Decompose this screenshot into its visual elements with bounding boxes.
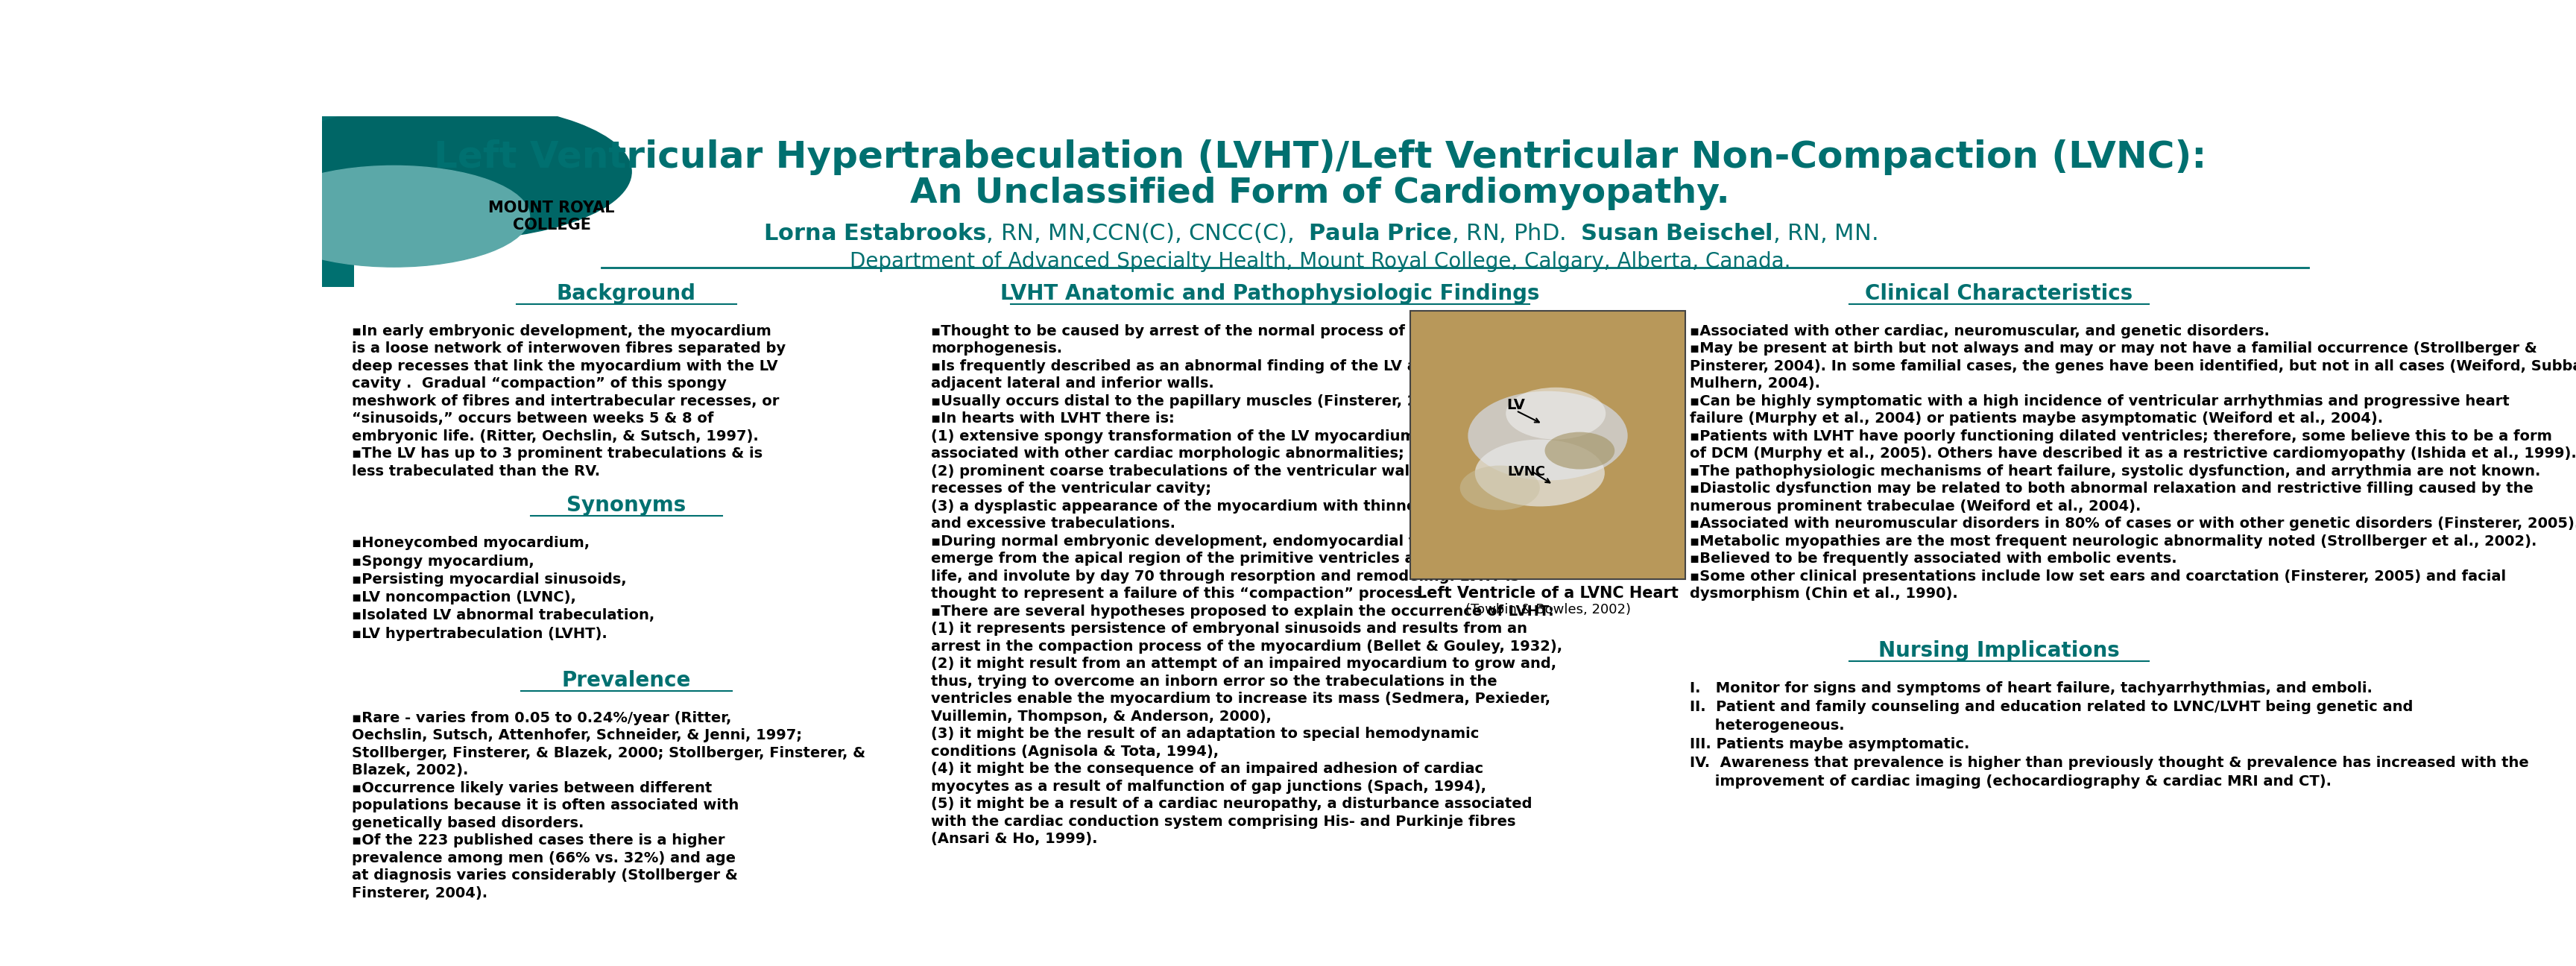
Text: Prevalence: Prevalence (562, 670, 690, 691)
Text: An Unclassified Form of Cardiomyopathy.: An Unclassified Form of Cardiomyopathy. (909, 177, 1731, 211)
Text: MOUNT ROYAL
COLLEGE: MOUNT ROYAL COLLEGE (489, 200, 616, 233)
Text: Synonyms: Synonyms (567, 496, 685, 516)
Text: ▪Associated with other cardiac, neuromuscular, and genetic disorders.
▪May be pr: ▪Associated with other cardiac, neuromus… (1690, 325, 2576, 601)
Text: (Towbin & Bowles, 2002): (Towbin & Bowles, 2002) (1466, 603, 1631, 616)
Ellipse shape (1546, 432, 1615, 469)
Text: I.   Monitor for signs and symptoms of heart failure, tachyarrhythmias, and embo: I. Monitor for signs and symptoms of hea… (1690, 681, 2530, 788)
Text: Department of Advanced Specialty Health, Mount Royal College, Calgary, Alberta, : Department of Advanced Specialty Health,… (850, 251, 1790, 272)
Text: $\bf{Lorna\ Estabrooks}$, RN, MN,CCN(C), CNCC(C),  $\bf{Paula\ Price}$, RN, PhD.: $\bf{Lorna\ Estabrooks}$, RN, MN,CCN(C),… (762, 221, 1878, 244)
FancyBboxPatch shape (322, 116, 353, 287)
Text: Nursing Implications: Nursing Implications (1878, 640, 2120, 661)
Text: ▪Honeycombed myocardium,
▪Spongy myocardium,
▪Persisting myocardial sinusoids,
▪: ▪Honeycombed myocardium, ▪Spongy myocard… (353, 536, 654, 640)
Text: LVNC: LVNC (1507, 465, 1546, 478)
Text: Clinical Characteristics: Clinical Characteristics (1865, 283, 2133, 304)
Text: ▪Rare - varies from 0.05 to 0.24%/year (Ritter,
Oechslin, Sutsch, Attenhofer, Sc: ▪Rare - varies from 0.05 to 0.24%/year (… (353, 711, 866, 900)
Ellipse shape (1461, 466, 1540, 510)
Text: LV: LV (1507, 398, 1525, 412)
Text: Left Ventricle of a LVNC Heart: Left Ventricle of a LVNC Heart (1417, 586, 1680, 601)
Circle shape (258, 166, 531, 267)
Text: Background: Background (556, 283, 696, 304)
Text: LVHT Anatomic and Pathophysiologic Findings: LVHT Anatomic and Pathophysiologic Findi… (999, 283, 1540, 304)
Text: ▪In early embryonic development, the myocardium
is a loose network of interwoven: ▪In early embryonic development, the myo… (353, 325, 786, 478)
FancyBboxPatch shape (1409, 311, 1685, 580)
Text: ▪Thought to be caused by arrest of the normal process of endomyocardial
morphoge: ▪Thought to be caused by arrest of the n… (930, 325, 1561, 846)
Ellipse shape (1476, 440, 1605, 506)
Circle shape (265, 103, 631, 241)
Text: Left Ventricular Hypertrabeculation (LVHT)/Left Ventricular Non-Compaction (LVNC: Left Ventricular Hypertrabeculation (LVH… (433, 140, 2208, 176)
Ellipse shape (1507, 387, 1605, 440)
Ellipse shape (1468, 391, 1628, 480)
